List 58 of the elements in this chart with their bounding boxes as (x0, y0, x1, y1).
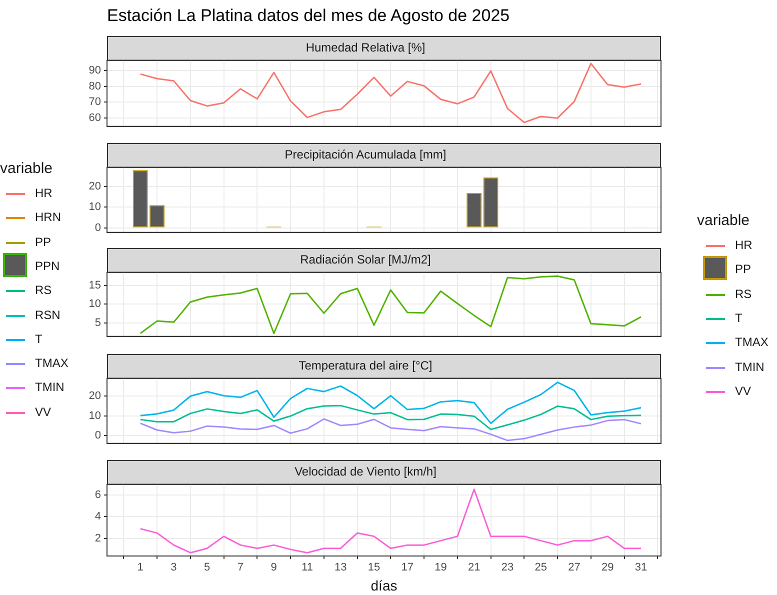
legend-label: VV (735, 384, 752, 398)
text: TMIN (35, 380, 64, 394)
chart-title: Precipitación Acumulada [mm] (284, 148, 446, 162)
text: VV (35, 404, 52, 419)
x-tick-label: 25 (534, 562, 547, 574)
chart-title: variable (697, 212, 750, 229)
y-tick-label: 90 (88, 64, 101, 77)
text: HRN (35, 210, 61, 224)
y-tick-label: 2 (94, 532, 101, 545)
text: PPN (35, 258, 60, 273)
text: HR (35, 186, 52, 200)
x-tick-label: 29 (601, 562, 614, 574)
text: T (35, 332, 42, 346)
legend-label: T (735, 310, 742, 325)
text: RS (35, 283, 52, 298)
legend-label: TMIN (735, 360, 764, 374)
text: PP (35, 234, 52, 249)
x-tick-label: 15 (368, 562, 380, 574)
y-tick-label: 0 (94, 222, 101, 234)
x-tick-label: 21 (468, 562, 480, 574)
x-tick-label: 17 (401, 562, 414, 574)
x-tick-label: 7 (237, 562, 244, 574)
x-tick-label: 27 (568, 562, 580, 574)
y-tick-label: 80 (88, 80, 101, 92)
y-tick-label: 20 (88, 390, 101, 402)
x-tick-label: 1 (137, 562, 144, 574)
y-tick-label: 70 (88, 96, 101, 108)
chart-title: Velocidad de Viento [km/h] (294, 464, 436, 479)
text: variable (0, 160, 53, 177)
x-tick-label: 19 (434, 562, 447, 574)
chart-subtitle: Humedad Relativa [%] (306, 40, 426, 55)
y-tick-label: 5 (94, 316, 101, 329)
text: RSN (35, 308, 60, 322)
y-tick-label: 4 (94, 510, 101, 523)
legend-label: HR (735, 238, 752, 252)
y-tick-label: 20 (88, 180, 101, 192)
legend-label: TMAX (735, 335, 768, 350)
y-tick-label: 60 (88, 112, 101, 124)
y-tick-label: 10 (88, 201, 101, 214)
chart-title: Estación La Platina datos del mes de Agosto de 2025 (107, 6, 510, 26)
x-tick-label: 23 (501, 562, 514, 574)
legend-label: RS (735, 286, 752, 301)
legend-label: PP (735, 262, 752, 276)
y-tick-label: 0 (94, 430, 101, 442)
y-tick-label: 10 (88, 410, 101, 422)
chart-title: Temperatura del aire [°C] (298, 358, 432, 373)
text: TMAX (35, 356, 68, 370)
y-tick-label: 15 (88, 280, 101, 292)
x-tick-label: 5 (204, 562, 210, 574)
x-tick-label: 11 (302, 562, 313, 574)
chart-title: Radiación Solar [MJ/m2] (300, 252, 431, 267)
y-tick-label: 10 (88, 298, 101, 310)
x-tick-label: 3 (170, 562, 177, 574)
x-tick-label: 13 (334, 562, 347, 574)
y-tick-label: 6 (94, 488, 101, 501)
x-tick-label: 9 (270, 562, 277, 574)
x-tick-label: 31 (634, 562, 648, 574)
x-axis-title: días (370, 577, 398, 594)
